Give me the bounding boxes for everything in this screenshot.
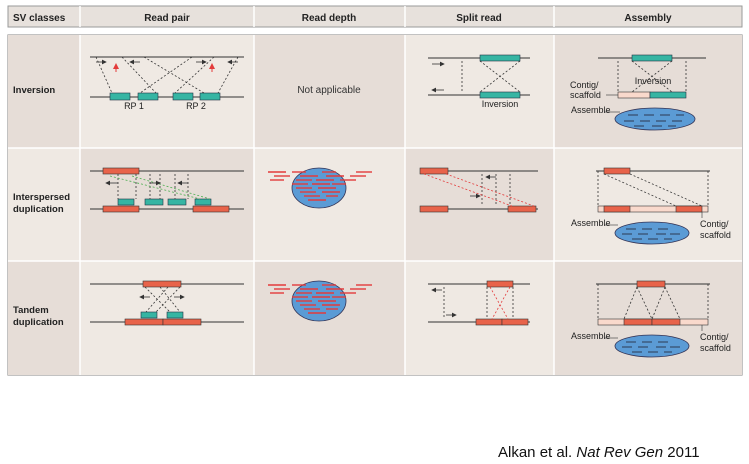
row-label-tandem: Tandem — [13, 305, 49, 316]
tandem-read-depth-diagram — [268, 280, 372, 322]
row-label-inversion: Inversion — [13, 85, 55, 96]
inversion-assembly-diagram — [598, 54, 706, 131]
header-bar — [7, 5, 743, 28]
citation-year: 2011 — [667, 444, 700, 461]
contig-label-6: scaffold — [700, 343, 731, 353]
assemble-label-3: Assemble — [571, 331, 611, 341]
interspersed-assembly-diagram — [596, 167, 710, 245]
inversion-split-read-diagram — [428, 54, 530, 99]
split-read-inversion-label: Inversion — [482, 99, 519, 109]
column-header-assembly: Assembly — [624, 13, 672, 24]
grid-lines — [8, 35, 742, 375]
column-header-read-depth: Read depth — [302, 13, 356, 24]
interspersed-read-pair-diagram — [90, 167, 244, 213]
contig-label-3: Contig/ — [700, 219, 729, 229]
row-label-tandem-2: duplication — [13, 317, 64, 328]
interspersed-split-read-diagram — [419, 167, 538, 213]
tandem-assembly-diagram — [596, 280, 710, 358]
row-label-interspersed-2: duplication — [13, 204, 64, 215]
assembly-inversion-label: Inversion — [635, 76, 672, 86]
assemble-label-2: Assemble — [571, 218, 611, 228]
column-header-split-read: Split read — [456, 13, 502, 24]
contig-label-4: scaffold — [700, 230, 731, 240]
column-header-sv-classes: SV classes — [13, 13, 66, 24]
contig-label-5: Contig/ — [700, 332, 729, 342]
contig-label-2: scaffold — [570, 90, 601, 100]
citation-journal: Nat Rev Gen — [576, 444, 664, 461]
assemble-label-1: Assemble — [571, 105, 611, 115]
contig-label-1: Contig/ — [570, 80, 599, 90]
not-applicable-label: Not applicable — [297, 85, 361, 96]
citation: Alkan et al. Nat Rev Gen 2011 — [498, 444, 700, 461]
citation-authors: Alkan et al. — [498, 444, 573, 461]
tandem-split-read-diagram — [428, 280, 530, 326]
rp2-label: RP 2 — [186, 101, 206, 111]
inversion-read-pair-diagram — [90, 56, 244, 101]
column-header-read-pair: Read pair — [144, 13, 190, 24]
row-label-interspersed: Interspersed — [13, 192, 70, 203]
tandem-read-pair-diagram — [90, 280, 244, 326]
interspersed-read-depth-diagram — [268, 167, 372, 209]
rp1-label: RP 1 — [124, 101, 144, 111]
